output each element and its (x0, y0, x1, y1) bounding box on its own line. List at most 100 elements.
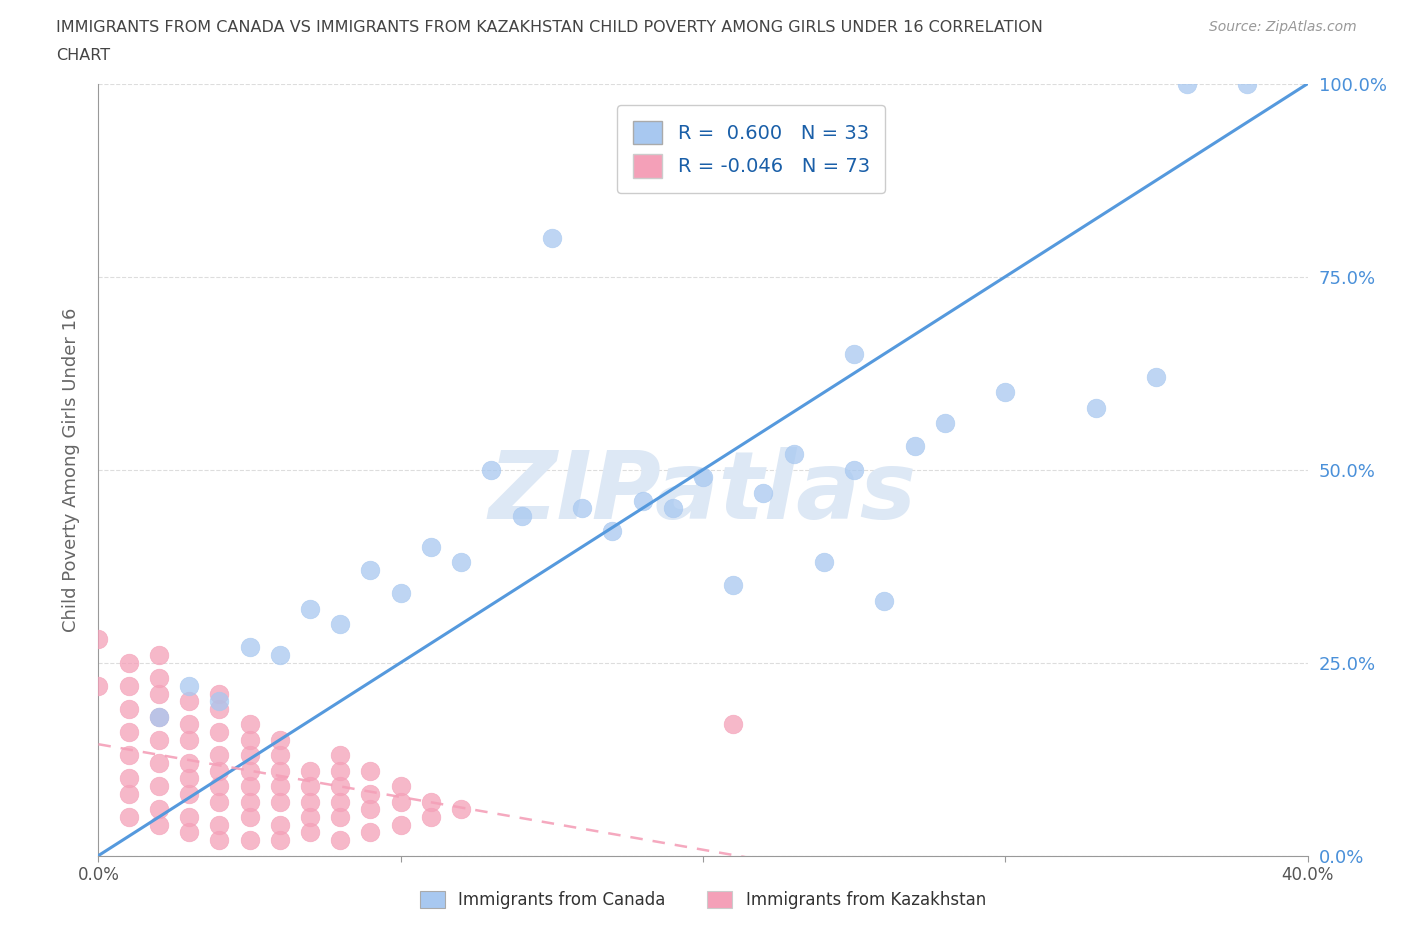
Point (179, 825, 201, 840)
Point (420, 794, 443, 809)
Point (360, 802, 382, 817)
Point (118, 787, 141, 802)
Point (481, 462, 503, 477)
Point (208, 724, 231, 739)
Point (510, 509, 533, 524)
Point (118, 678, 141, 693)
Point (148, 647, 170, 662)
Point (540, 231, 562, 246)
Point (239, 832, 262, 847)
Point (239, 717, 262, 732)
Point (389, 794, 412, 809)
Point (723, 578, 745, 593)
Point (179, 717, 201, 732)
Point (571, 500, 593, 515)
Point (269, 733, 291, 748)
Point (179, 771, 201, 786)
Legend: Immigrants from Canada, Immigrants from Kazakhstan: Immigrants from Canada, Immigrants from … (412, 883, 994, 917)
Point (692, 470, 714, 485)
Point (179, 755, 201, 770)
Point (450, 555, 472, 570)
Point (389, 586, 412, 601)
Point (329, 778, 352, 793)
Point (844, 347, 866, 362)
Point (87, 678, 110, 693)
Point (994, 385, 1017, 400)
Point (179, 809, 201, 825)
Point (602, 524, 624, 538)
Point (148, 671, 170, 685)
Point (208, 694, 231, 709)
Point (934, 416, 956, 431)
Point (118, 701, 141, 716)
Point (904, 439, 927, 454)
Point (269, 764, 291, 778)
Point (239, 778, 262, 793)
Point (360, 764, 382, 778)
Point (1144, 369, 1167, 384)
Point (148, 817, 170, 832)
Point (450, 802, 472, 817)
Text: IMMIGRANTS FROM CANADA VS IMMIGRANTS FROM KAZAKHSTAN CHILD POVERTY AMONG GIRLS U: IMMIGRANTS FROM CANADA VS IMMIGRANTS FRO… (56, 20, 1043, 35)
Point (239, 809, 262, 825)
Legend: R =  0.600   N = 33, R = -0.046   N = 73: R = 0.600 N = 33, R = -0.046 N = 73 (617, 105, 886, 193)
Point (873, 593, 896, 608)
Point (269, 778, 291, 793)
Point (179, 694, 201, 709)
Point (269, 647, 291, 662)
Point (208, 794, 231, 809)
Point (329, 617, 352, 631)
Point (148, 802, 170, 817)
Point (329, 832, 352, 847)
Point (239, 733, 262, 748)
Point (118, 771, 141, 786)
Point (299, 809, 322, 825)
Point (208, 778, 231, 793)
Point (844, 462, 866, 477)
Text: CHART: CHART (56, 48, 110, 63)
Point (239, 748, 262, 763)
Point (329, 748, 352, 763)
Point (420, 539, 443, 554)
Point (269, 794, 291, 809)
Point (239, 640, 262, 655)
Point (329, 794, 352, 809)
Point (208, 832, 231, 847)
Point (87, 632, 110, 647)
Point (269, 817, 291, 832)
Y-axis label: Child Poverty Among Girls Under 16: Child Poverty Among Girls Under 16 (62, 308, 80, 631)
Text: ZIPatlas: ZIPatlas (489, 446, 917, 538)
Text: Source: ZipAtlas.com: Source: ZipAtlas.com (1209, 20, 1357, 34)
Point (208, 686, 231, 701)
Point (148, 755, 170, 770)
Point (179, 678, 201, 693)
Point (360, 825, 382, 840)
Point (360, 563, 382, 578)
Point (208, 817, 231, 832)
Point (389, 817, 412, 832)
Point (389, 778, 412, 793)
Point (299, 825, 322, 840)
Point (813, 555, 835, 570)
Point (118, 748, 141, 763)
Point (148, 778, 170, 793)
Point (118, 724, 141, 739)
Point (299, 794, 322, 809)
Point (239, 794, 262, 809)
Point (723, 717, 745, 732)
Point (179, 733, 201, 748)
Point (118, 809, 141, 825)
Point (299, 778, 322, 793)
Point (179, 787, 201, 802)
Point (269, 748, 291, 763)
Point (420, 809, 443, 825)
Point (661, 500, 683, 515)
Point (148, 710, 170, 724)
Point (360, 787, 382, 802)
Point (118, 656, 141, 671)
Point (1085, 401, 1108, 416)
Point (1175, 76, 1198, 91)
Point (329, 809, 352, 825)
Point (752, 485, 775, 500)
Point (269, 832, 291, 847)
